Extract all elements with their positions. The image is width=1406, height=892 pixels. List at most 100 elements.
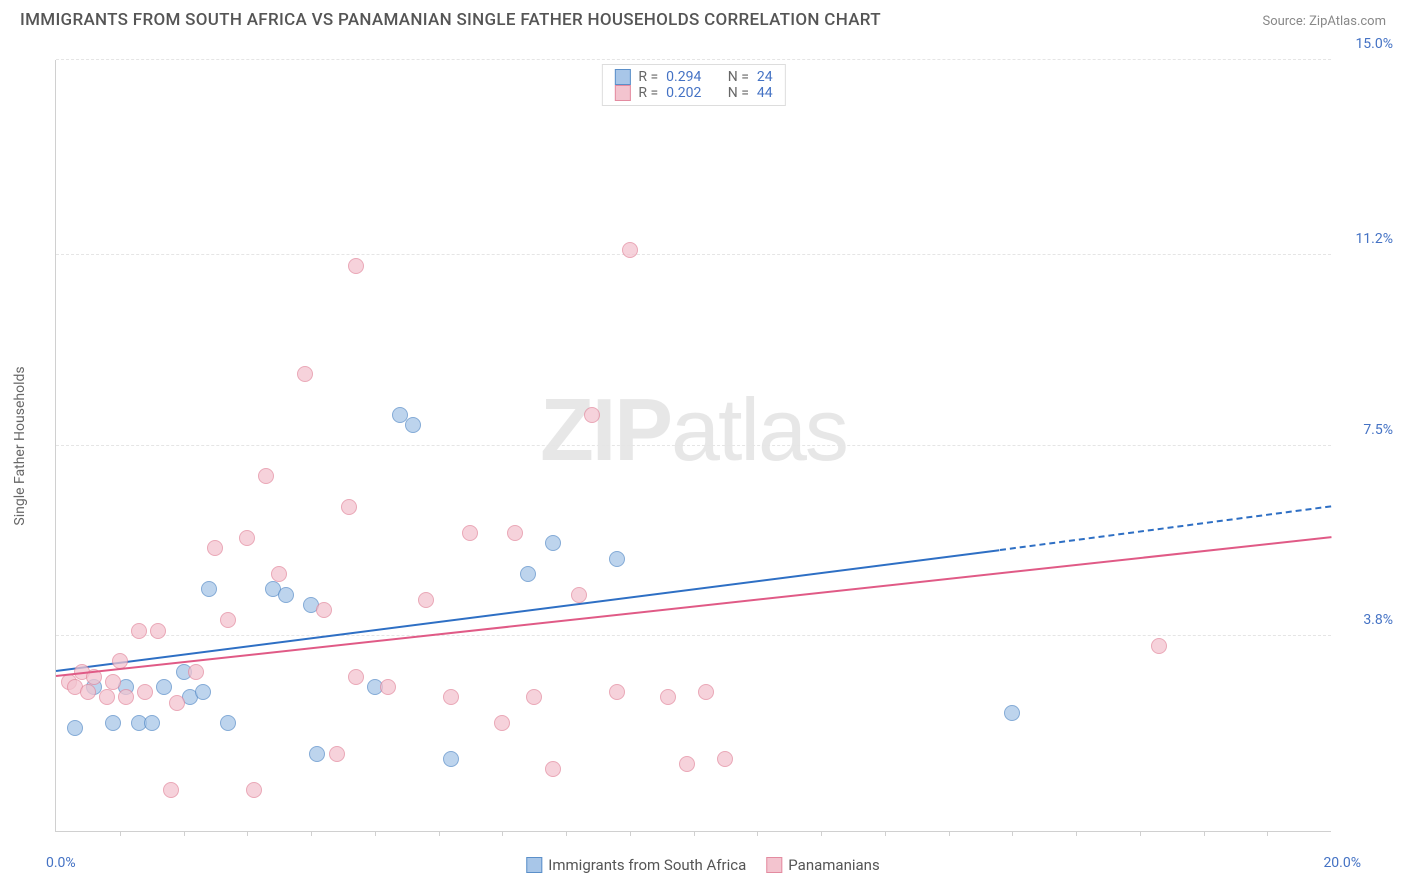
legend-item: Immigrants from South Africa — [526, 856, 746, 874]
legend-label: Panamanians — [788, 856, 879, 874]
data-point — [443, 689, 459, 705]
data-point — [418, 592, 434, 608]
stats-legend: R = 0.294 N = 24R = 0.202 N = 44 — [601, 64, 785, 106]
data-point — [278, 587, 294, 603]
grid-line — [56, 59, 1331, 60]
data-point — [507, 525, 523, 541]
data-point — [584, 407, 600, 423]
data-point — [520, 566, 536, 582]
data-point — [201, 581, 217, 597]
x-tick-mark — [311, 831, 312, 836]
data-point — [271, 566, 287, 582]
data-point — [1151, 638, 1167, 654]
scatter-plot: ZIPatlas 3.8%7.5%11.2%15.0%0.0%20.0%R = … — [55, 60, 1331, 832]
data-point — [80, 684, 96, 700]
x-tick-mark — [1012, 831, 1013, 836]
data-point — [188, 664, 204, 680]
data-point — [329, 746, 345, 762]
series-swatch — [614, 69, 630, 85]
data-point — [526, 689, 542, 705]
data-point — [717, 751, 733, 767]
data-point — [105, 674, 121, 690]
legend-bottom: Immigrants from South Africa Panamanians — [526, 856, 879, 874]
x-tick-mark — [630, 831, 631, 836]
x-tick-right: 20.0% — [1323, 855, 1361, 871]
x-tick-mark — [1267, 831, 1268, 836]
x-tick-mark — [1076, 831, 1077, 836]
data-point — [239, 530, 255, 546]
legend-item: Panamanians — [766, 856, 879, 874]
x-tick-mark — [694, 831, 695, 836]
data-point — [1004, 705, 1020, 721]
y-tick-label: 15.0% — [1355, 36, 1393, 52]
data-point — [150, 623, 166, 639]
x-tick-mark — [1204, 831, 1205, 836]
data-point — [220, 715, 236, 731]
data-point — [545, 761, 561, 777]
x-tick-mark — [566, 831, 567, 836]
data-point — [169, 695, 185, 711]
data-point — [163, 782, 179, 798]
legend-label: Immigrants from South Africa — [548, 856, 746, 874]
stats-row: R = 0.294 N = 24 — [614, 69, 772, 85]
x-tick-mark — [502, 831, 503, 836]
x-tick-mark — [885, 831, 886, 836]
data-point — [622, 242, 638, 258]
data-point — [380, 679, 396, 695]
data-point — [609, 551, 625, 567]
data-point — [297, 366, 313, 382]
y-tick-label: 3.8% — [1363, 612, 1393, 628]
data-point — [405, 417, 421, 433]
data-point — [258, 468, 274, 484]
data-point — [67, 720, 83, 736]
x-tick-mark — [439, 831, 440, 836]
series-swatch — [614, 85, 630, 101]
data-point — [131, 623, 147, 639]
data-point — [462, 525, 478, 541]
data-point — [609, 684, 625, 700]
data-point — [118, 689, 134, 705]
data-point — [660, 689, 676, 705]
data-point — [246, 782, 262, 798]
grid-line — [56, 445, 1331, 446]
data-point — [348, 258, 364, 274]
data-point — [443, 751, 459, 767]
source-attribution: Source: ZipAtlas.com — [1262, 14, 1386, 29]
chart-title: IMMIGRANTS FROM SOUTH AFRICA VS PANAMANI… — [20, 10, 881, 30]
x-tick-mark — [247, 831, 248, 836]
trend-line-dash — [999, 505, 1331, 551]
data-point — [144, 715, 160, 731]
data-point — [137, 684, 153, 700]
x-tick-mark — [949, 831, 950, 836]
data-point — [207, 540, 223, 556]
series-swatch — [526, 857, 542, 873]
data-point — [571, 587, 587, 603]
data-point — [309, 746, 325, 762]
grid-line — [56, 635, 1331, 636]
data-point — [341, 499, 357, 515]
grid-line — [56, 254, 1331, 255]
x-tick-left: 0.0% — [46, 855, 76, 871]
x-tick-mark — [757, 831, 758, 836]
x-tick-mark — [375, 831, 376, 836]
x-tick-mark — [821, 831, 822, 836]
data-point — [316, 602, 332, 618]
data-point — [99, 689, 115, 705]
stats-row: R = 0.202 N = 44 — [614, 85, 772, 101]
y-axis-label: Single Father Households — [12, 366, 28, 525]
watermark: ZIPatlas — [540, 379, 847, 481]
data-point — [545, 535, 561, 551]
data-point — [698, 684, 714, 700]
x-tick-mark — [1140, 831, 1141, 836]
data-point — [348, 669, 364, 685]
x-tick-mark — [120, 831, 121, 836]
series-swatch — [766, 857, 782, 873]
data-point — [195, 684, 211, 700]
data-point — [220, 612, 236, 628]
data-point — [156, 679, 172, 695]
data-point — [679, 756, 695, 772]
y-tick-label: 11.2% — [1355, 231, 1393, 247]
data-point — [494, 715, 510, 731]
data-point — [105, 715, 121, 731]
trend-line — [56, 536, 1331, 677]
